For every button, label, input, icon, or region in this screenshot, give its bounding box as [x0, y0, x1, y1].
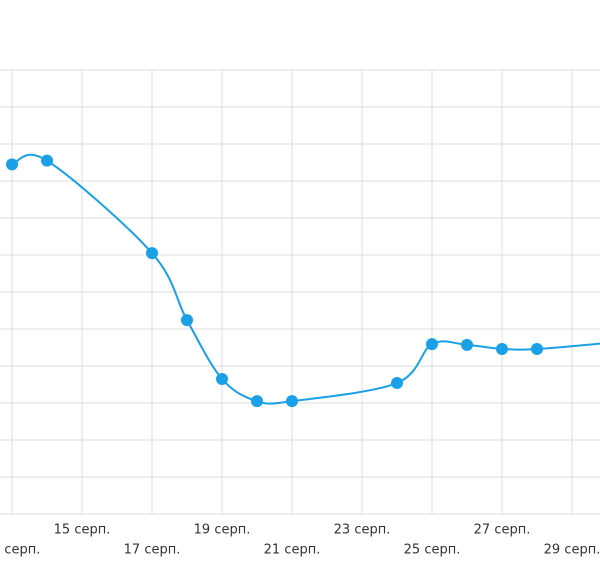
x-tick-label: 21 серп.: [264, 543, 321, 558]
x-tick-label: 15 серп.: [54, 523, 111, 538]
point: [146, 247, 158, 260]
x-tick-label: 25 серп.: [404, 543, 461, 558]
point: [41, 154, 53, 167]
point: [6, 158, 18, 171]
x-tick-label: 13 серп.: [0, 543, 40, 558]
x-tick-label: 23 серп.: [334, 523, 391, 538]
point: [251, 395, 263, 408]
point: [426, 338, 438, 351]
point: [216, 372, 228, 385]
x-tick-label: 29 серп.: [544, 543, 600, 558]
x-tick-label: 17 серп.: [124, 543, 181, 558]
point: [496, 342, 508, 355]
point: [531, 342, 543, 355]
x-tick-label: 27 серп.: [474, 523, 531, 538]
point: [391, 377, 403, 390]
point: [461, 338, 473, 351]
x-tick-label: 19 серп.: [194, 523, 251, 538]
point: [286, 395, 298, 408]
point: [181, 314, 193, 327]
